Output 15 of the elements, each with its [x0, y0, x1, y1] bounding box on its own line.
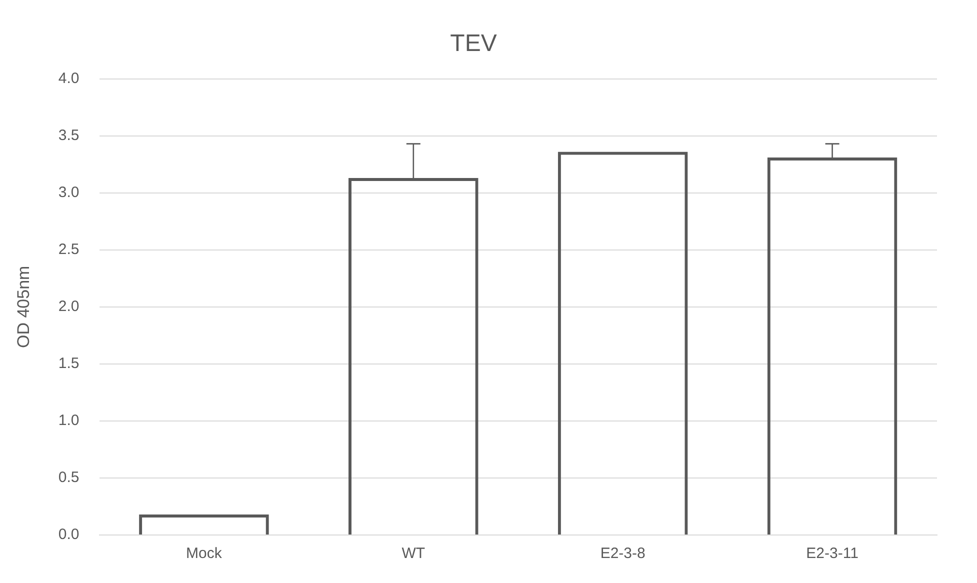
- x-tick-label: E2-3-11: [806, 545, 858, 562]
- y-tick-label: 4.0: [58, 70, 80, 87]
- y-tick-label: 1.0: [58, 412, 80, 430]
- y-axis-title: OD 405nm: [14, 266, 33, 348]
- chart-title: TEV: [450, 30, 497, 58]
- y-tick-label: 2.0: [58, 298, 80, 316]
- y-tick-label: 3.0: [58, 184, 80, 201]
- y-tick-label: 3.5: [58, 126, 80, 144]
- y-tick-label: 0.5: [58, 469, 80, 486]
- y-tick-label: 0.0: [58, 526, 80, 544]
- x-tick-label: Mock: [186, 545, 222, 562]
- y-tick-label: 1.5: [58, 355, 80, 372]
- y-tick-label: 2.5: [58, 241, 80, 258]
- x-tick-label: E2-3-8: [600, 545, 646, 562]
- x-tick-label: WT: [402, 545, 426, 562]
